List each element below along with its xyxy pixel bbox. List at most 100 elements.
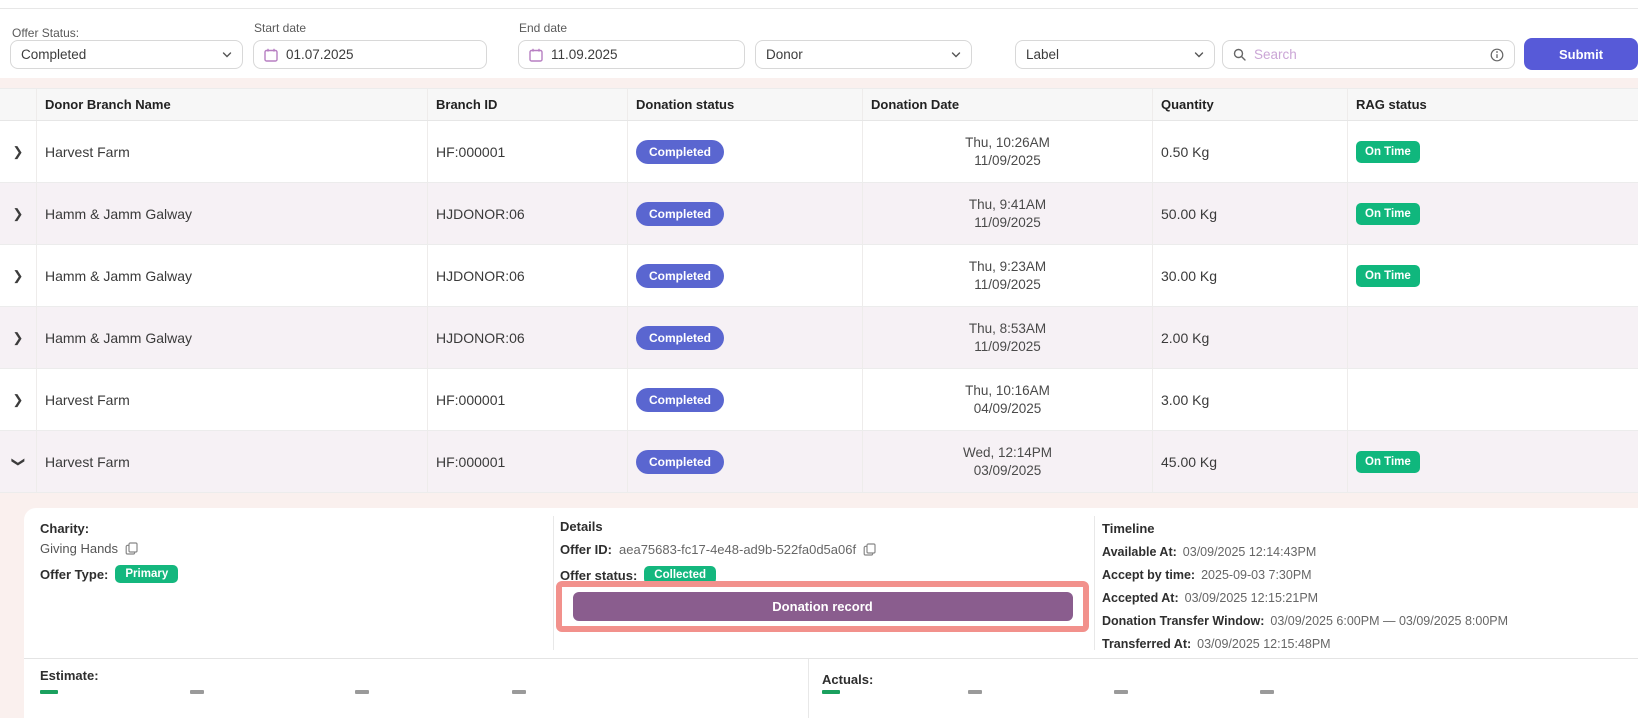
divider: [553, 516, 554, 650]
donation-date: Thu, 9:41AM 11/09/2025: [968, 196, 1047, 230]
calendar-icon: [264, 48, 278, 62]
table-row: ❯ Harvest Farm HF:000001 Completed Thu, …: [0, 369, 1638, 431]
start-date-value: 01.07.2025: [286, 47, 354, 62]
offer-id-label: Offer ID:: [560, 542, 612, 557]
charity-section: Charity: Giving Hands Offer Type: Primar…: [40, 521, 179, 583]
donor-select[interactable]: Donor: [755, 40, 972, 69]
timeline-label: Available At:: [1102, 545, 1177, 559]
search-input[interactable]: [1254, 47, 1482, 62]
divider: [808, 659, 809, 718]
offer-status-label: Offer status:: [560, 567, 638, 583]
header-donation-date: Donation Date: [863, 89, 1153, 120]
end-date-label: End date: [519, 21, 568, 35]
branch-id: HF:000001: [436, 143, 506, 160]
donation-status-badge: Completed: [636, 139, 725, 164]
timeline-title: Timeline: [1102, 521, 1155, 536]
donation-date: Thu, 9:23AM 11/09/2025: [968, 258, 1047, 292]
clipped-text-fragment: [1260, 690, 1274, 694]
quantity: 0.50 Kg: [1161, 143, 1210, 160]
submit-button[interactable]: Submit: [1524, 38, 1638, 70]
copy-icon[interactable]: [863, 543, 876, 556]
timeline-value: 03/09/2025 12:15:48PM: [1197, 637, 1331, 651]
offer-status-select[interactable]: Completed: [10, 40, 243, 69]
start-date-label: Start date: [254, 21, 307, 35]
clipped-text-fragment: [355, 690, 369, 694]
timeline-label: Donation Transfer Window:: [1102, 614, 1265, 628]
estimate-actuals-section: Estimate: Actuals:: [24, 658, 1638, 718]
calendar-icon: [529, 48, 543, 62]
label-placeholder: Label: [1026, 47, 1060, 62]
rag-status-badge: On Time: [1356, 140, 1420, 163]
offer-type-label: Offer Type:: [40, 566, 109, 582]
donation-status-badge: Completed: [636, 325, 725, 350]
timeline-value: 03/09/2025 12:15:21PM: [1184, 591, 1319, 605]
donation-status-badge: Completed: [636, 449, 725, 474]
filter-bar: Offer Status: Completed Start date 01.07…: [0, 0, 1638, 78]
offer-status-label: Offer Status:: [12, 26, 80, 40]
divider: [1094, 516, 1095, 650]
details-section: Details Offer ID: aea75683-fc17-4e48-ad9…: [560, 519, 876, 584]
charity-name: Giving Hands: [40, 541, 119, 556]
branch-id: HF:000001: [436, 453, 506, 470]
donor-branch-name: Harvest Farm: [45, 391, 130, 408]
donation-date: Wed, 12:14PM 03/09/2025: [962, 444, 1053, 478]
end-date-input[interactable]: 11.09.2025: [518, 40, 745, 69]
timeline-value: 2025-09-03 7:30PM: [1201, 568, 1312, 582]
branch-id: HJDONOR:06: [436, 329, 525, 346]
offer-type-badge: Primary: [115, 565, 179, 583]
start-date-input[interactable]: 01.07.2025: [253, 40, 487, 69]
clipped-text-fragment: [822, 690, 840, 694]
clipped-text-fragment: [40, 690, 58, 694]
info-icon[interactable]: [1490, 48, 1504, 62]
offer-id-value: aea75683-fc17-4e48-ad9b-522fa0d5a06f: [619, 542, 857, 557]
rag-status-badge: On Time: [1356, 450, 1420, 473]
donation-status-badge: Completed: [636, 263, 725, 288]
quantity: 50.00 Kg: [1161, 205, 1218, 222]
table-row: ❯ Hamm & Jamm Galway HJDONOR:06 Complete…: [0, 245, 1638, 307]
quantity: 30.00 Kg: [1161, 267, 1218, 284]
chevron-right-icon[interactable]: ❯: [12, 205, 24, 221]
donation-date: Thu, 10:16AM 04/09/2025: [965, 382, 1050, 416]
estimate-label: Estimate:: [40, 668, 99, 683]
timeline-label: Accept by time:: [1102, 568, 1196, 582]
header-rag-status: RAG status: [1356, 97, 1427, 112]
table-row: ❯ Harvest Farm HF:000001 Completed Thu, …: [0, 121, 1638, 183]
chevron-right-icon[interactable]: ❯: [12, 267, 24, 283]
chevron-right-icon[interactable]: ❯: [12, 391, 24, 407]
quantity: 2.00 Kg: [1161, 329, 1210, 346]
offer-status-value: Completed: [21, 47, 87, 62]
clipped-text-fragment: [512, 690, 526, 694]
table-row: ❯ Hamm & Jamm Galway HJDONOR:06 Complete…: [0, 183, 1638, 245]
quantity: 45.00 Kg: [1161, 453, 1218, 470]
annotation-highlight-box: Donation record: [556, 581, 1089, 632]
donor-branch-name: Harvest Farm: [45, 143, 130, 160]
donation-status-badge: Completed: [636, 201, 725, 226]
donations-table: Donor Branch Name Branch ID Donation sta…: [0, 88, 1638, 493]
donation-record-button[interactable]: Donation record: [572, 592, 1073, 621]
chevron-right-icon[interactable]: ❯: [12, 329, 24, 345]
timeline-value: 03/09/2025 12:14:43PM: [1182, 545, 1317, 559]
charity-label: Charity:: [40, 521, 90, 536]
rag-status-badge: On Time: [1356, 202, 1420, 225]
copy-icon[interactable]: [125, 542, 138, 555]
header-expander: [0, 89, 37, 120]
donor-branch-name: Hamm & Jamm Galway: [45, 267, 193, 284]
chevron-right-icon[interactable]: ❯: [12, 143, 24, 159]
row-detail-panel: Charity: Giving Hands Offer Type: Primar…: [24, 508, 1638, 658]
header-donor-branch-name: Donor Branch Name: [37, 89, 428, 120]
clipped-text-fragment: [1114, 690, 1128, 694]
search-box: [1222, 40, 1515, 69]
chevron-down-icon[interactable]: ❯: [11, 456, 26, 467]
table-row-expanded: ❯ Harvest Farm HF:000001 Completed Wed, …: [0, 431, 1638, 493]
label-select[interactable]: Label: [1015, 40, 1215, 69]
header-branch-id: Branch ID: [428, 89, 628, 120]
clipped-text-fragment: [190, 690, 204, 694]
donation-status-badge: Completed: [636, 387, 725, 412]
timeline-label: Transferred At:: [1102, 637, 1192, 651]
branch-id: HF:000001: [436, 391, 506, 408]
timeline-section: Timeline Available At: 03/09/2025 12:14:4…: [1102, 521, 1508, 660]
donor-branch-name: Harvest Farm: [45, 453, 130, 470]
branch-id: HJDONOR:06: [436, 205, 525, 222]
donation-date: Thu, 10:26AM 11/09/2025: [965, 134, 1050, 168]
timeline-label: Accepted At:: [1102, 591, 1179, 605]
